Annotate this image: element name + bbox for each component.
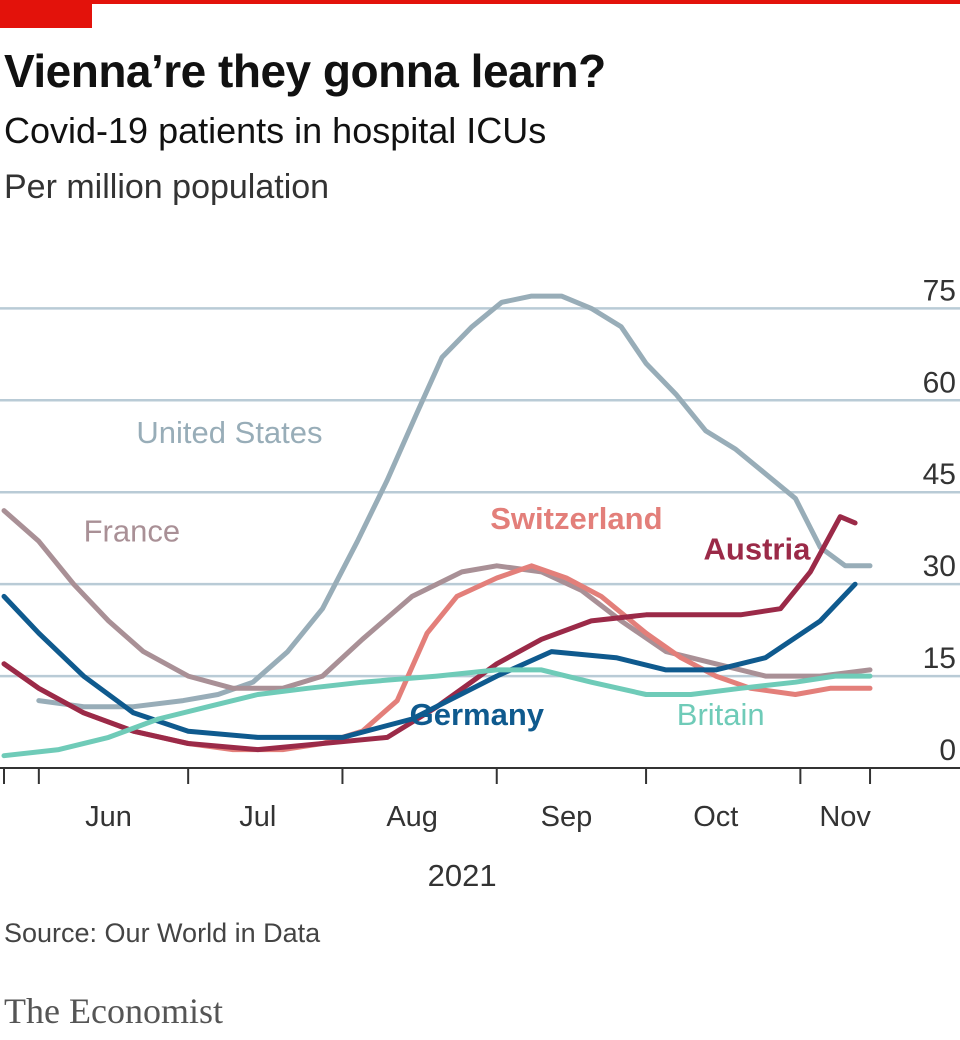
y-tick-label-30: 30 [923,550,956,583]
y-tick-label-0: 0 [939,734,956,767]
line-chart: 0 15 30 45 60 75 Jun Jul Aug Sep Oct Nov 2021 United… [0,274,960,893]
y-tick-label-45: 45 [923,458,956,491]
x-axis: 0 15 30 45 60 75 Jun Jul Aug Sep Oct Nov 2021 [3,274,956,893]
chart-units: Per million population [4,168,330,206]
series-line-austria [1,514,858,753]
brand-red-tag [0,0,92,28]
series-line-france [1,508,873,691]
x-tick-label-oct: Oct [693,801,738,833]
y-tick-label-60: 60 [923,366,956,399]
source-note: Source: Our World in Data [4,918,321,948]
series-label-switzerland: Switzerland [490,501,662,536]
series-lines [1,293,873,759]
series-label-germany: Germany [410,697,545,732]
series-label-france: France [84,513,180,548]
x-tick-label-nov: Nov [819,801,871,833]
x-tick-label-jun: Jun [85,801,132,833]
series-line-britain [1,667,873,759]
y-tick-label-75: 75 [923,274,956,307]
x-tick-label-jul: Jul [239,801,276,833]
brand-logo: The Economist [4,991,223,1031]
series-line-germany [1,581,858,740]
series-line-united-states [36,293,873,710]
chart-title: Vienna’re they gonna learn? [4,45,606,97]
series-label-britain: Britain [677,697,765,732]
x-tick-label-aug: Aug [386,801,438,833]
top-rule [0,0,960,4]
y-tick-label-15: 15 [923,642,956,675]
x-axis-year-label: 2021 [428,858,497,893]
series-label-united-states: United States [136,415,322,450]
chart-subtitle: Covid-19 patients in hospital ICUs [4,110,547,151]
x-tick-label-sep: Sep [541,801,593,833]
annotations: United States France Switzerland Austria Ger… [84,415,811,732]
series-label-austria: Austria [704,532,812,567]
